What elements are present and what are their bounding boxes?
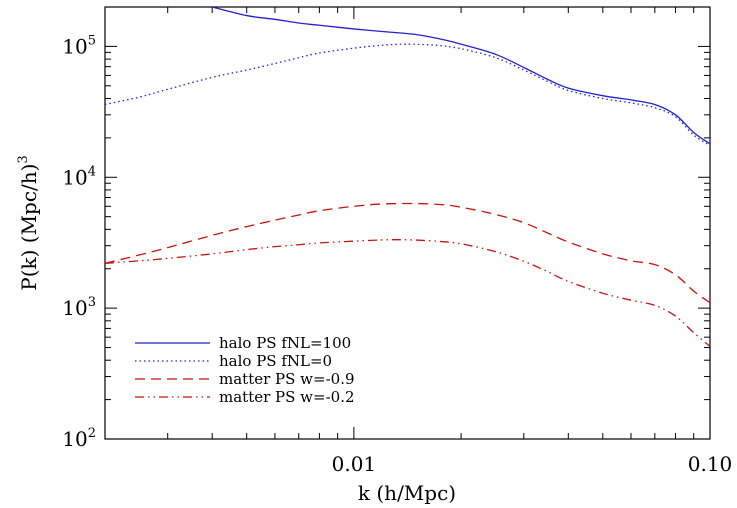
y-tick-base: 10: [62, 34, 87, 58]
series-layer: [105, 7, 710, 347]
x-tick-label: 0.10: [688, 452, 733, 476]
major-ticks: [105, 7, 711, 440]
y-axis-title-exponent: 3: [16, 155, 31, 163]
y-tick-exponent: 4: [88, 164, 96, 179]
legend-label-4: matter PS w=-0.2: [219, 388, 355, 406]
minor-ticks: [104, 6, 710, 439]
y-tick-base: 10: [62, 427, 87, 451]
series-line-3: [105, 202, 710, 304]
y-tick-label: 102: [62, 426, 96, 451]
plot-frame: [104, 6, 711, 440]
y-tick-exponent: 2: [88, 426, 96, 441]
x-axis-title: k (h/Mpc): [358, 481, 456, 505]
y-axis-title-main: P(k) (Mpc/h): [17, 164, 41, 291]
y-axis-title: P(k) (Mpc/h)3: [16, 155, 41, 291]
legend-label-1: halo PS fNL=100: [219, 334, 351, 352]
x-tick-label: 0.01: [332, 452, 377, 476]
y-tick-label: 105: [62, 33, 96, 58]
legend-label-2: halo PS fNL=0: [219, 352, 332, 370]
legend-label-3: matter PS w=-0.9: [219, 370, 355, 388]
series-line-2: [105, 43, 710, 147]
y-tick-base: 10: [62, 296, 87, 320]
y-tick-label: 103: [62, 295, 96, 320]
y-tick-exponent: 5: [88, 33, 96, 48]
x-tick-labels: 0.01 0.10: [332, 452, 733, 476]
series-line-4: [105, 239, 710, 347]
y-tick-exponent: 3: [88, 295, 96, 310]
series-line-1: [212, 7, 710, 145]
y-tick-label: 104: [62, 164, 96, 189]
y-tick-base: 10: [62, 165, 87, 189]
